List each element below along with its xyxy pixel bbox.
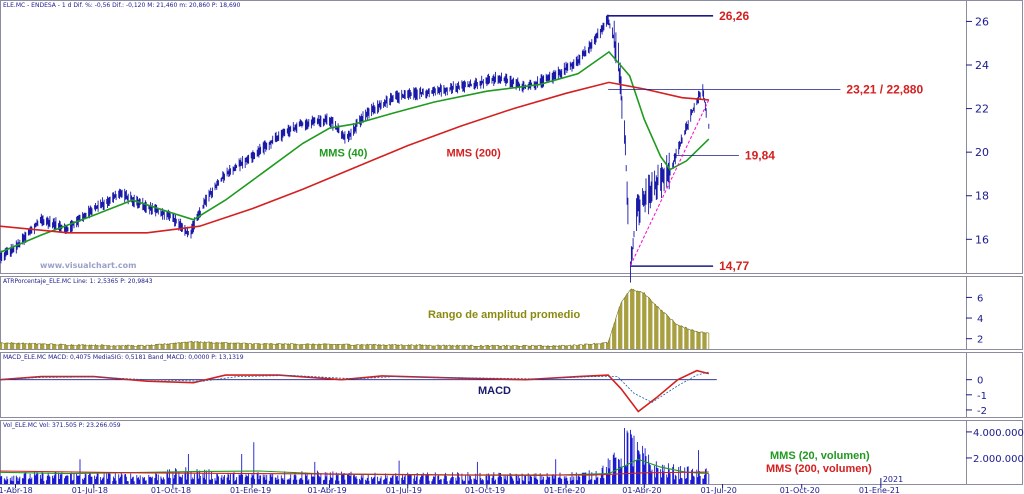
macd-ytick-label: 0	[977, 376, 983, 387]
macd-header: MACD_ELE.MC MACD: 0,4075 MediaSIG: 0,518…	[3, 354, 244, 361]
macd-title: MACD	[478, 385, 511, 397]
atr-header: ATRPorcentaje_ELE.MC Line: 1: 2,5365 P: …	[3, 278, 153, 285]
atr-title: Rango de amplitud promedio	[428, 309, 580, 321]
mms40-line	[0, 50, 710, 254]
macd-panel: 0 -1 -2	[0, 369, 987, 417]
legend-mms20-volumen: MMS (20, volumen)	[770, 450, 870, 462]
watermark: www.visualchart.com	[40, 261, 136, 270]
x-tick-label: 01-Abr-20	[622, 486, 661, 494]
atr-panel: 2 4 6	[0, 288, 983, 349]
mms200-line	[0, 81, 709, 234]
level-label: 19,84	[745, 149, 775, 163]
x-tick-label: 01-Abr-18	[0, 486, 33, 494]
x-tick-label: 01-Jul-18	[72, 486, 108, 494]
atr-line	[0, 288, 709, 348]
year-marker-label: 2021	[883, 475, 903, 484]
x-tick-label: 01-Oct-19	[465, 486, 505, 494]
price-ytick-label: 22	[975, 103, 989, 116]
atr-ytick-label: 6	[977, 293, 983, 304]
volume-bars	[0, 428, 710, 484]
support-trendline	[630, 99, 710, 266]
volume-header: Vol_ELE.MC Vol: 371.505 P: 23.266.059	[3, 422, 121, 429]
macd-line	[0, 369, 709, 413]
volume-ytick-label: 2.000.000	[973, 454, 1024, 465]
atr-axis-frame	[966, 276, 1023, 350]
atr-bars	[0, 288, 710, 349]
price-ytick-label: 16	[975, 233, 989, 246]
x-tick-label: 01-Ene-21	[859, 486, 900, 494]
x-tick-label: 01-Jul-20	[701, 486, 737, 494]
volume-mms200-line	[0, 470, 709, 476]
macd-ytick-label: -1	[977, 391, 987, 402]
atr-panel-frame	[0, 276, 967, 350]
mms200-annotation: MMS (200)	[446, 148, 501, 160]
macd-panel-frame	[0, 352, 967, 418]
legend-mms200-volumen: MMS (200, volumen)	[766, 463, 872, 475]
volume-ytick-label: 4.000.000	[973, 428, 1024, 439]
mms40-annotation: MMS (40)	[319, 148, 368, 160]
volume-axis-frame	[966, 420, 1023, 485]
price-panel-frame	[0, 0, 967, 274]
x-tick-label: 01-Ene-20	[544, 486, 585, 494]
x-axis: 01-Abr-18 01-Jul-18 01-Oct-18 01-Ene-19 01-A…	[0, 475, 903, 494]
price-axis-frame	[966, 0, 1023, 274]
atr-ytick-label: 2	[977, 335, 983, 346]
volume-panel: 2.000.000 4.000.000	[0, 428, 1024, 484]
x-tick-label: 01-Jul-19	[386, 486, 422, 494]
price-ytick-label: 20	[975, 146, 989, 159]
level-label: 23,21 / 22,880	[846, 82, 923, 96]
price-ytick-label: 24	[975, 59, 989, 72]
volume-panel-frame	[0, 420, 967, 485]
macd-axis-frame	[966, 352, 1023, 418]
level-label: 26,26	[719, 9, 749, 23]
macd-ytick-label: -2	[977, 406, 987, 417]
x-tick-label: 01-Oct-18	[151, 486, 191, 494]
price-header: ELE.MC - ENDESA - 1 d Dif. %: -0,56 Dif.…	[3, 2, 241, 9]
price-ytick-label: 18	[975, 190, 989, 203]
x-tick-label: 01-Ene-19	[230, 486, 271, 494]
macd-signal-line	[0, 371, 709, 403]
level-label: 14,77	[719, 259, 749, 273]
price-panel: 16 18 20 22 24 26 26,26 23,21 / 22,880 19,84 14,7…	[0, 9, 989, 283]
atr-ytick-label: 4	[977, 314, 983, 325]
x-tick-label: 01-Oct-20	[780, 486, 820, 494]
x-tick-label: 01-Abr-19	[307, 486, 346, 494]
price-ytick-label: 26	[975, 15, 989, 28]
